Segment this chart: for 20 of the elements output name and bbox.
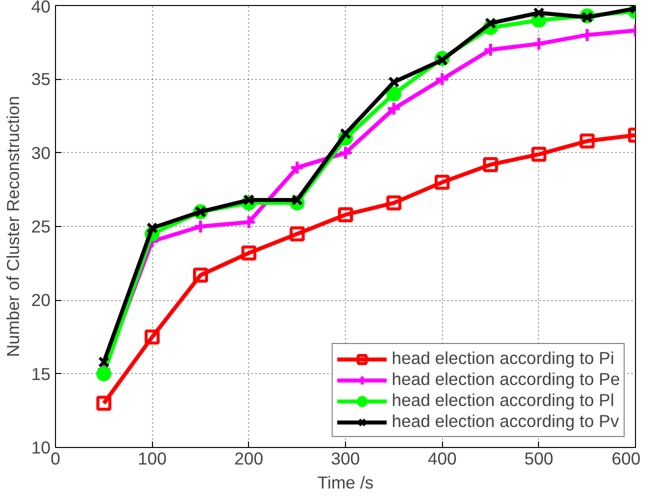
y-tick-label: 15 <box>31 364 51 384</box>
y-tick-label: 35 <box>31 69 51 90</box>
x-axis-title: Time /s <box>317 472 374 492</box>
x-tick-label: 200 <box>234 448 264 468</box>
x-tick-label: 0 <box>50 448 60 468</box>
x-tick-label: 500 <box>524 448 554 468</box>
x-tick-label: 600 <box>612 448 641 468</box>
y-tick-label: 25 <box>31 216 51 236</box>
y-tick-label: 40 <box>31 0 51 16</box>
y-axis-title: Number of Cluster Reconstruction <box>3 96 24 357</box>
legend-label: head election according to Pl <box>392 390 614 411</box>
y-tick-label: 20 <box>31 290 51 310</box>
x-tick-label: 100 <box>138 448 167 468</box>
x-tick-label: 400 <box>428 448 457 468</box>
legend-label: head election according to Pv <box>392 411 620 432</box>
legend-label: head election according to Pi <box>392 348 614 369</box>
legend-label: head election according to Pe <box>392 369 620 390</box>
x-tick-label: 300 <box>331 448 360 468</box>
y-tick-label: 30 <box>31 142 51 163</box>
y-tick-label: 10 <box>31 438 51 458</box>
